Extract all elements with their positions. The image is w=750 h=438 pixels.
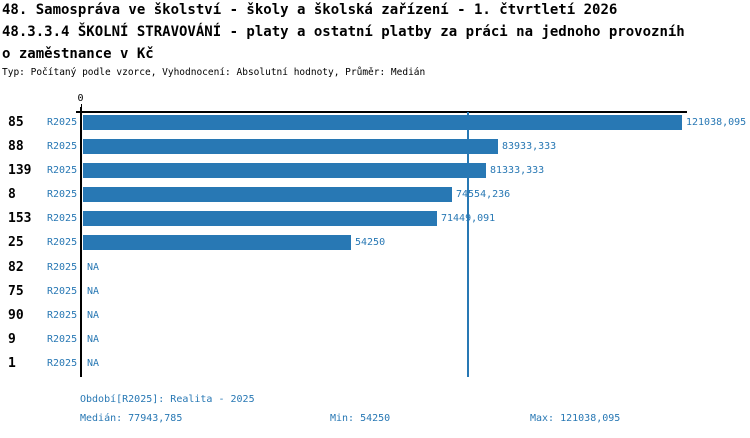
footer-median: Medián: 77943,785: [80, 413, 183, 424]
row-group-label: 75: [8, 283, 24, 299]
row-period-label: R2025: [47, 213, 78, 225]
bar: [83, 211, 437, 227]
row-group-label: 139: [8, 162, 32, 178]
bar-na-label: NA: [87, 358, 100, 370]
row-group-label: 9: [8, 332, 16, 348]
row-period-label: R2025: [47, 140, 78, 152]
row-period-label: R2025: [47, 309, 78, 321]
bar-value-label: 54250: [355, 237, 386, 249]
footer-period-info: Období[R2025]: Realita - 2025: [80, 394, 255, 405]
bar: [83, 114, 682, 130]
bar-na-label: NA: [87, 334, 100, 346]
row-period-label: R2025: [47, 358, 78, 370]
bar-value-label: 83933,333: [502, 140, 557, 152]
bar-value-label: 71449,091: [441, 213, 496, 225]
row-group-label: 82: [8, 259, 24, 275]
row-group-label: 90: [8, 307, 24, 323]
footer-min: Min: 54250: [330, 413, 391, 424]
bar-value-label: 81333,333: [490, 164, 545, 176]
row-period-label: R2025: [47, 116, 78, 128]
y-axis-line: [80, 107, 82, 377]
median-line: [467, 112, 469, 377]
axis-origin-label: 0: [77, 93, 84, 104]
bar-value-label: 121038,095: [686, 116, 747, 128]
bar: [83, 235, 351, 251]
report-meta-line: Typ: Počítaný podle vzorce, Vyhodnocení:…: [2, 67, 426, 78]
row-group-label: 153: [8, 211, 32, 227]
bar-value-label: 74554,236: [456, 189, 511, 200]
row-period-label: R2025: [47, 334, 78, 346]
bar: [83, 162, 486, 178]
row-period-label: R2025: [47, 261, 78, 273]
bar-na-label: NA: [87, 309, 100, 321]
footer-max: Max: 121038,095: [530, 413, 621, 424]
bar: [83, 138, 498, 154]
row-group-label: 88: [8, 138, 24, 154]
bar-na-label: NA: [87, 285, 100, 297]
row-group-label: 1: [8, 356, 16, 372]
report-title-line1: 48. Samospráva ve školství - školy a ško…: [2, 2, 618, 18]
row-group-label: 85: [8, 114, 24, 130]
row-period-label: R2025: [47, 189, 78, 200]
x-axis-line: [76, 111, 687, 113]
report-title-line3: o zaměstnance v Kč: [2, 46, 154, 62]
report-title-line2: 48.3.3.4 ŠKOLNÍ STRAVOVÁNÍ - platy a ost…: [2, 24, 685, 40]
row-group-label: 8: [8, 187, 16, 202]
row-group-label: 25: [8, 235, 24, 251]
row-period-label: R2025: [47, 285, 78, 297]
bar-na-label: NA: [87, 261, 100, 273]
bar: [83, 187, 452, 202]
row-period-label: R2025: [47, 164, 78, 176]
row-period-label: R2025: [47, 237, 78, 249]
